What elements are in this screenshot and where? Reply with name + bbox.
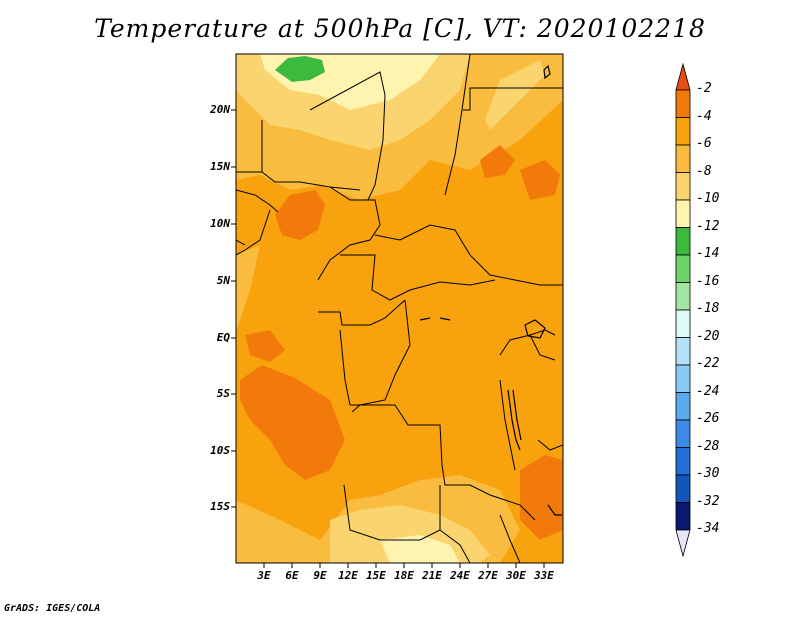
colorbar [675, 62, 691, 558]
colorbar-segment [675, 419, 691, 448]
lon-label-9e: 9E [313, 569, 327, 582]
lat-label-10n: 10N [210, 217, 230, 230]
field-dark-orange-coast [245, 330, 285, 362]
colorbar-segment [675, 502, 691, 531]
field-dark-orange-nigeria [275, 190, 325, 240]
colorbar-segment [675, 364, 691, 393]
colorbar-arrow-top [675, 62, 691, 91]
colorbar-label: -34 [696, 521, 720, 536]
colorbar-segment [675, 282, 691, 311]
lake-outlines [419, 64, 562, 516]
colorbar-segment [675, 172, 691, 201]
colorbar-segment [675, 89, 691, 118]
colorbar-label: -16 [696, 274, 720, 289]
lon-label-15e: 15E [366, 569, 386, 582]
field-yellow-strip-east [485, 60, 545, 130]
colorbar-segment [675, 309, 691, 338]
map-title: Temperature at 500hPa [C], VT: 202010221… [94, 14, 706, 43]
colorbar-label: -4 [696, 109, 712, 124]
field-pale-yellow-south [380, 535, 460, 563]
field-dark-orange-southeast [520, 455, 563, 540]
lon-label-21e: 21E [422, 569, 442, 582]
lon-label-6e: 6E [285, 569, 299, 582]
field-dark-orange-atlantic [240, 365, 345, 480]
colorbar-label: -12 [696, 219, 720, 234]
lon-label-33e: 33E [534, 569, 554, 582]
lon-label-24e: 24E [450, 569, 470, 582]
field-dark-orange-sudan [480, 145, 515, 178]
lat-label-10s: 10S [210, 444, 230, 457]
field-light-orange-west [236, 245, 260, 330]
colorbar-segment [675, 337, 691, 366]
lon-label-27e: 27E [478, 569, 498, 582]
colorbar-label: -22 [696, 356, 720, 371]
colorbar-label: -2 [696, 81, 712, 96]
lat-label-5s: 5S [216, 387, 230, 400]
lat-label-5n: 5N [216, 274, 230, 287]
colorbar-label: -24 [696, 384, 720, 399]
colorbar-segment [675, 227, 691, 256]
colorbar-arrow-bottom [675, 529, 691, 558]
colorbar-label: -20 [696, 329, 720, 344]
lat-label-20n: 20N [210, 103, 230, 116]
lon-label-3e: 3E [257, 569, 271, 582]
colorbar-segment [675, 474, 691, 503]
lon-label-30e: 30E [506, 569, 526, 582]
colorbar-segment [675, 447, 691, 476]
field-green-patch [275, 56, 325, 82]
axis-ticks [231, 109, 545, 568]
colorbar-label: -10 [696, 191, 720, 206]
colorbar-label: -6 [696, 136, 712, 151]
footer-credit: GrADS: IGES/COLA [4, 603, 101, 614]
country-borders [236, 54, 563, 563]
colorbar-label: -32 [696, 494, 720, 509]
colorbar-label: -18 [696, 301, 720, 316]
colorbar-segment [675, 117, 691, 146]
colorbar-segment [675, 199, 691, 228]
map-frame [235, 53, 564, 564]
colorbar-segment [675, 144, 691, 173]
lat-label-15n: 15N [210, 160, 230, 173]
colorbar-label: -30 [696, 466, 720, 481]
colorbar-label: -26 [696, 411, 720, 426]
field-dark-orange-northeast [520, 160, 560, 200]
lon-label-18e: 18E [394, 569, 414, 582]
lat-label-eq: EQ [216, 331, 230, 344]
colorbar-segment [675, 392, 691, 421]
colorbar-label: -28 [696, 439, 720, 454]
lat-label-15s: 15S [210, 500, 230, 513]
colorbar-segment [675, 254, 691, 283]
lon-label-12e: 12E [338, 569, 358, 582]
colorbar-label: -14 [696, 246, 720, 261]
colorbar-label: -8 [696, 164, 712, 179]
